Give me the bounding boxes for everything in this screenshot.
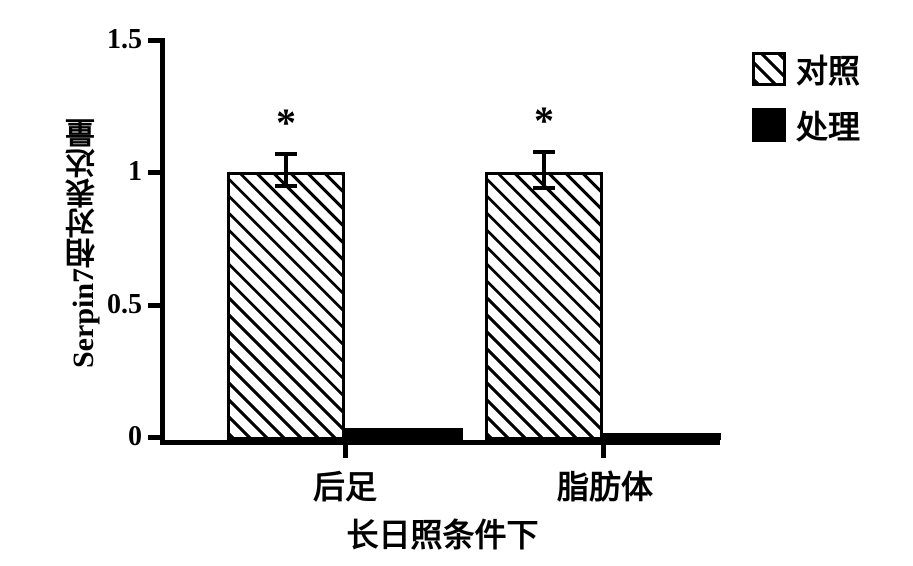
ytick-label-0: 0 — [90, 421, 142, 453]
x-axis — [165, 440, 720, 445]
plot-area: * * — [165, 40, 720, 440]
ytick-label-1: 1 — [90, 156, 142, 188]
y-axis — [160, 40, 165, 445]
errbar-group1-control-stem — [542, 152, 546, 172]
bar-group0-treated — [345, 428, 463, 440]
errbar-group0-control-cap-bot — [275, 184, 297, 188]
ytick-0 — [148, 435, 165, 440]
sig-marker-group0: * — [276, 99, 296, 146]
errbar-group1-control-cap-bot — [533, 186, 555, 190]
errbar-group0-control-cap-top — [275, 152, 297, 156]
legend-swatch-treated — [752, 108, 786, 142]
errbar-group0-control-stem — [284, 154, 288, 172]
legend-label-treated: 处理 — [796, 102, 860, 148]
x-group-label-0: 后足 — [275, 462, 415, 508]
errbar-group1-control-cap-top — [533, 150, 555, 154]
x-axis-title: 长日照条件下 — [165, 510, 720, 556]
ytick-label-05: 0.5 — [70, 289, 142, 321]
ytick-1 — [148, 170, 165, 175]
bar-group1-treated — [603, 433, 721, 440]
bar-group1-control — [485, 172, 603, 440]
xtick-group1 — [601, 444, 606, 458]
sig-marker-group1: * — [534, 97, 554, 144]
legend-row-treated: 处理 — [752, 102, 860, 148]
legend: 对照 处理 — [752, 46, 860, 148]
ytick-label-15: 1.5 — [70, 24, 142, 56]
xtick-group0 — [343, 444, 348, 458]
chart-container: Serpin7相对表达量 * * 0 0.5 1 — [0, 0, 913, 566]
ytick-15 — [148, 38, 165, 43]
x-group-label-1: 脂肪体 — [525, 462, 685, 508]
ytick-05 — [148, 303, 165, 308]
legend-label-control: 对照 — [796, 46, 860, 92]
y-axis-title: Serpin7相对表达量 — [62, 60, 106, 425]
legend-swatch-control — [752, 52, 786, 86]
legend-row-control: 对照 — [752, 46, 860, 92]
bar-group0-control — [227, 172, 345, 440]
